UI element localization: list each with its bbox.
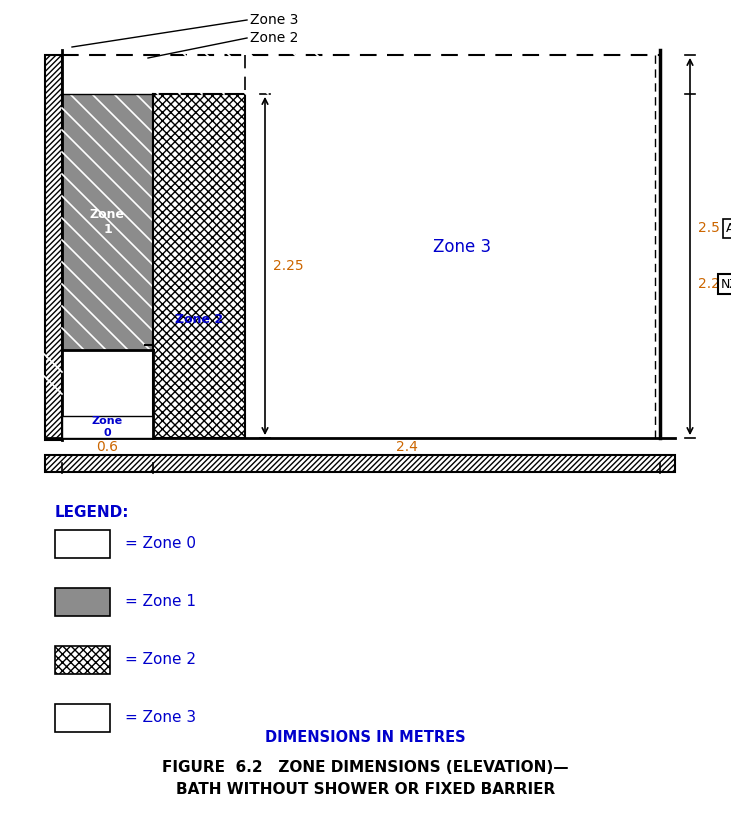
- Text: BATH WITHOUT SHOWER OR FIXED BARRIER: BATH WITHOUT SHOWER OR FIXED BARRIER: [176, 783, 555, 797]
- Text: Zone
1: Zone 1: [90, 208, 125, 236]
- Text: Zone 3: Zone 3: [433, 237, 491, 255]
- Text: Zone
0: Zone 0: [92, 416, 123, 438]
- Text: 2.25: 2.25: [273, 259, 303, 273]
- Text: = Zone 1: = Zone 1: [125, 595, 196, 610]
- Bar: [62, 94, 153, 350]
- Bar: [55, 704, 110, 732]
- Bar: [45, 55, 62, 440]
- Text: DIMENSIONS IN METRES: DIMENSIONS IN METRES: [265, 730, 466, 746]
- Text: FIGURE  6.2   ZONE DIMENSIONS (ELEVATION)—: FIGURE 6.2 ZONE DIMENSIONS (ELEVATION)—: [162, 761, 569, 775]
- Bar: [62, 416, 153, 438]
- Text: = Zone 3: = Zone 3: [125, 711, 196, 725]
- Text: = Zone 0: = Zone 0: [125, 536, 196, 552]
- Text: 2.4: 2.4: [395, 440, 417, 454]
- Text: 2.5: 2.5: [698, 221, 720, 236]
- Text: Zone 2: Zone 2: [250, 31, 298, 45]
- Text: A: A: [726, 222, 731, 235]
- Bar: [153, 94, 245, 438]
- Text: Zone 3: Zone 3: [250, 13, 298, 27]
- Text: 2.25: 2.25: [698, 277, 729, 291]
- Text: LEGEND:: LEGEND:: [55, 505, 129, 520]
- Bar: [55, 588, 110, 616]
- Bar: [55, 646, 110, 674]
- Text: = Zone 2: = Zone 2: [125, 653, 196, 667]
- Bar: [45, 455, 675, 472]
- Bar: [55, 530, 110, 558]
- Text: Zone 2: Zone 2: [175, 313, 223, 326]
- Text: 0.6: 0.6: [96, 440, 118, 454]
- Text: NZ: NZ: [721, 277, 731, 290]
